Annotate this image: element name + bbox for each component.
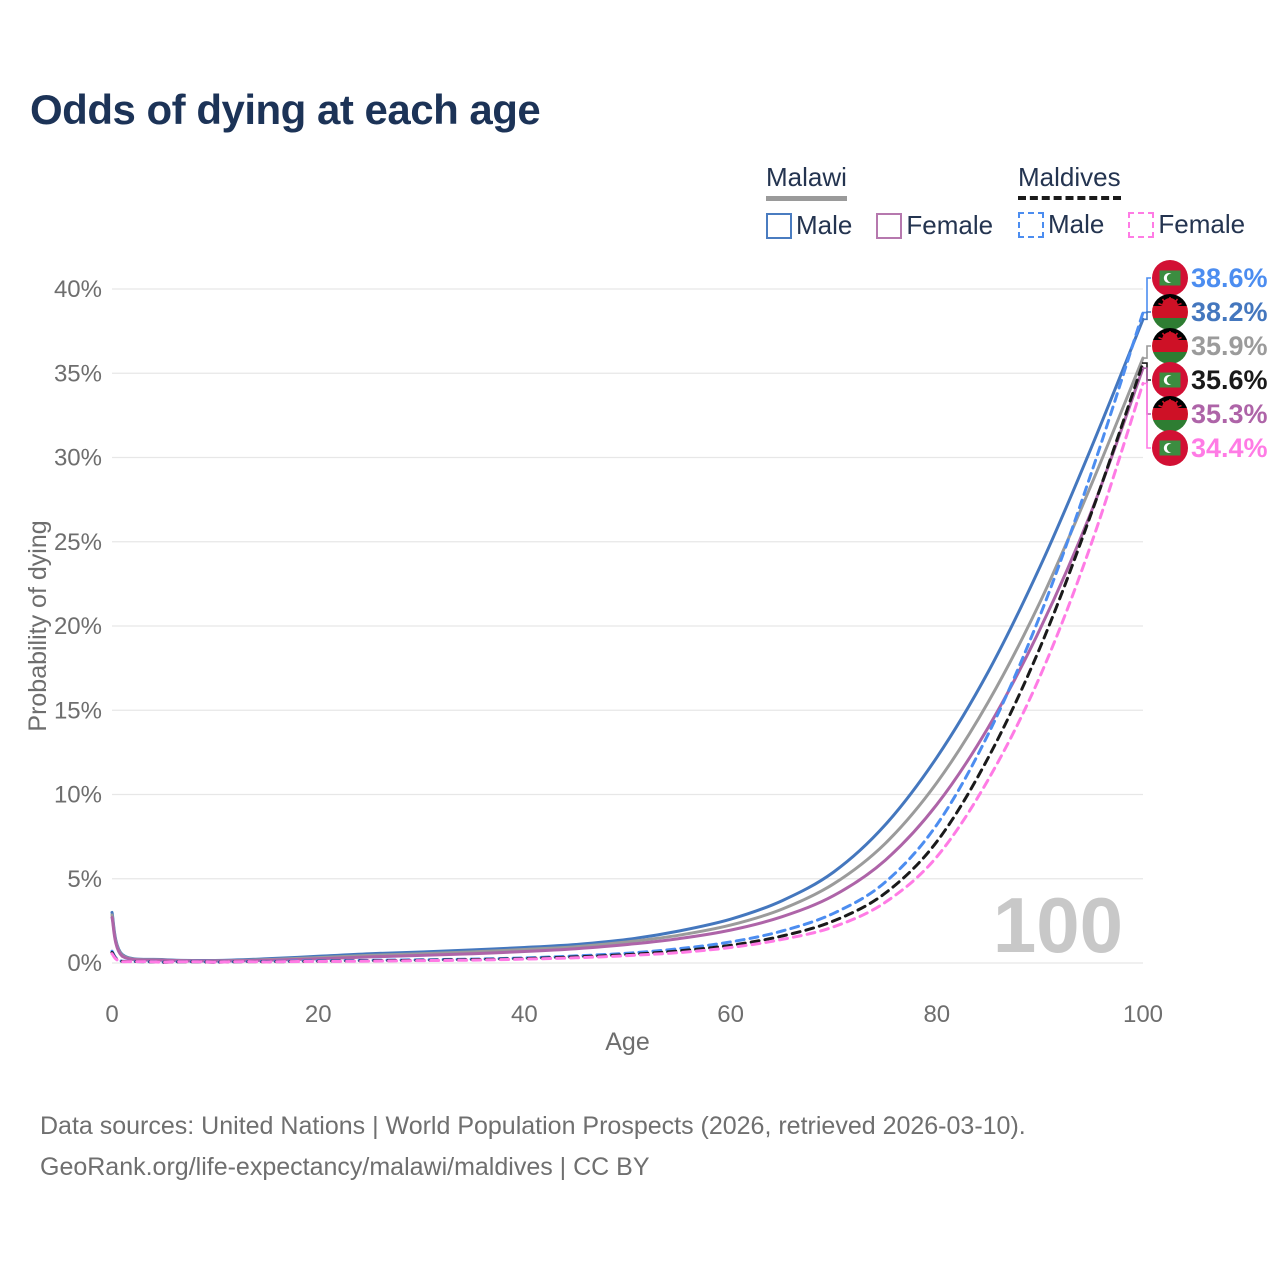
footer-attribution: GeoRank.org/life-expectancy/malawi/maldi… [40, 1153, 650, 1181]
legend-swatch-maldives-female[interactable] [1128, 211, 1155, 238]
legend-swatch-malawi-female[interactable] [876, 212, 903, 239]
end-label-leader [1142, 277, 1151, 314]
x-tick-label: 80 [923, 1001, 950, 1028]
page-title: Odds of dying at each age [30, 86, 541, 133]
flag-malawi-icon [1152, 294, 1188, 330]
y-tick-label: 20% [54, 613, 102, 640]
y-tick-label: 15% [54, 697, 102, 724]
y-tick-label: 35% [54, 360, 102, 387]
end-value-label-malawi-male: 38.2% [1191, 297, 1268, 327]
footer-data-sources: Data sources: United Nations | World Pop… [40, 1112, 1026, 1140]
x-axis-title: Age [605, 1028, 649, 1056]
legend-swatch-malawi-male[interactable] [766, 212, 792, 239]
x-tick-label: 20 [305, 1001, 332, 1028]
series-line-maldives-male [110, 311, 1145, 964]
y-tick-label: 0% [67, 950, 102, 977]
y-tick-label: 30% [54, 445, 102, 472]
y-tick-label: 5% [67, 866, 102, 893]
legend-label-maldives-female: Female [1158, 209, 1246, 239]
x-tick-label: 0 [105, 1001, 118, 1028]
y-tick-label: 10% [54, 782, 102, 809]
flag-malawi-icon [1152, 328, 1188, 364]
end-value-label-maldives-female: 34.4% [1191, 433, 1268, 463]
end-value-label-maldives-total: 35.6% [1191, 365, 1268, 395]
flag-maldives-icon [1152, 430, 1188, 466]
series-line-malawi-total [110, 356, 1145, 963]
legend-label-malawi-female: Female [906, 210, 994, 240]
flag-maldives-icon [1152, 362, 1188, 398]
age-watermark: 100 [993, 881, 1123, 969]
legend-label-malawi-male: Male [796, 210, 853, 240]
x-tick-label: 40 [511, 1001, 538, 1028]
x-tick-label: 60 [717, 1001, 744, 1028]
flag-maldives-icon [1152, 260, 1188, 296]
legend-label-maldives-male: Male [1048, 209, 1105, 239]
legend-country-malawi: Malawi [766, 162, 847, 201]
end-value-label-malawi-female: 35.3% [1191, 399, 1268, 429]
x-tick-label: 100 [1123, 1001, 1163, 1028]
legend-swatch-maldives-male[interactable] [1018, 211, 1044, 238]
end-label-leader [1142, 382, 1151, 449]
legend-group-malawi: Malawi Male Female [766, 162, 993, 241]
y-tick-label: 25% [54, 529, 102, 556]
footer: Data sources: United Nations | World Pop… [40, 1106, 1026, 1188]
flag-malawi-icon [1152, 396, 1188, 432]
end-value-label-malawi-total: 35.9% [1191, 331, 1268, 361]
legend-group-maldives: Maldives Male Female [1018, 162, 1245, 240]
y-axis-title: Probability of dying [24, 520, 52, 731]
end-label-leader [1142, 345, 1151, 359]
y-tick-label: 40% [54, 276, 102, 303]
series-line-maldives-total [110, 361, 1145, 964]
legend-country-maldives: Maldives [1018, 162, 1121, 200]
series-line-malawi-male [110, 317, 1145, 963]
end-value-label-maldives-male: 38.6% [1191, 263, 1268, 293]
end-label-leader [1142, 311, 1151, 321]
series-line-maldives-female [110, 381, 1145, 964]
